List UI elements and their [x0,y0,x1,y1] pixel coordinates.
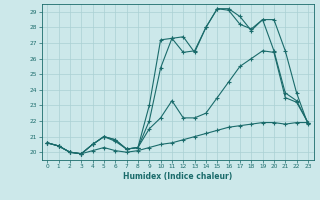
X-axis label: Humidex (Indice chaleur): Humidex (Indice chaleur) [123,172,232,181]
